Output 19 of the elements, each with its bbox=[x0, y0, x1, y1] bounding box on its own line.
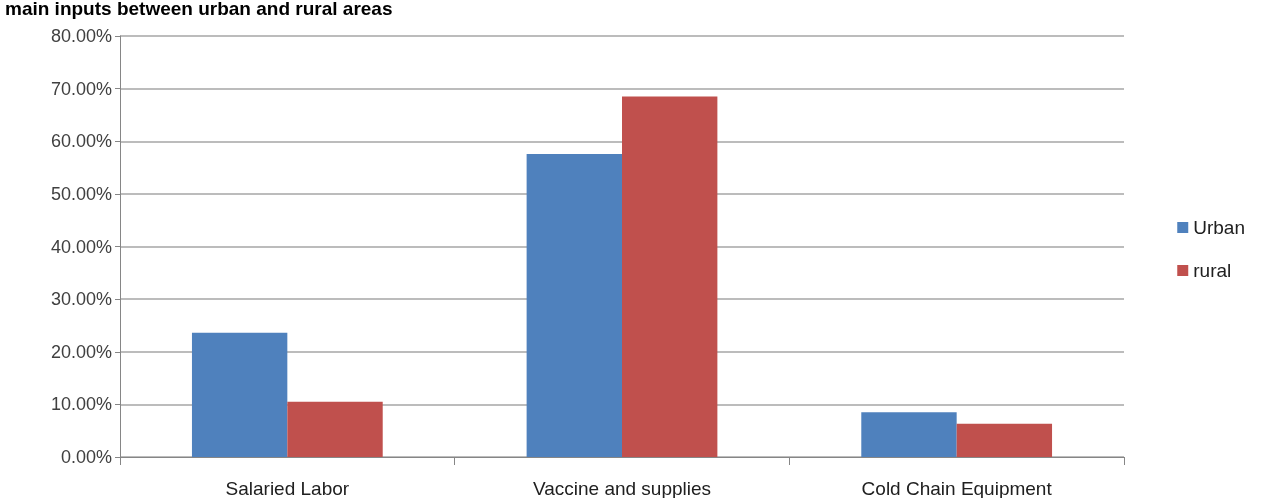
y-tick-label: 40.00% bbox=[50, 236, 112, 257]
y-tick-label: 30.00% bbox=[50, 289, 112, 310]
bar bbox=[956, 423, 1053, 457]
y-tick-label: 10.00% bbox=[50, 394, 112, 415]
y-tick-label: 0.00% bbox=[60, 447, 112, 467]
bar bbox=[526, 153, 622, 457]
y-tick-label: 80.00% bbox=[50, 26, 112, 46]
legend-label: rural bbox=[1193, 260, 1232, 281]
y-tick-label: 50.00% bbox=[50, 183, 112, 204]
bar bbox=[287, 401, 383, 457]
x-tick-label: Salaried Labor bbox=[225, 478, 350, 498]
bar bbox=[622, 96, 718, 457]
y-tick-label: 70.00% bbox=[50, 78, 112, 99]
bar bbox=[861, 412, 957, 457]
legend-label: Urban bbox=[1193, 217, 1245, 238]
y-tick-label: 20.00% bbox=[50, 341, 112, 362]
y-tick-label: 60.00% bbox=[50, 131, 112, 152]
chart-title: main inputs between urban and rural areas bbox=[5, 0, 393, 19]
bar bbox=[191, 332, 288, 457]
